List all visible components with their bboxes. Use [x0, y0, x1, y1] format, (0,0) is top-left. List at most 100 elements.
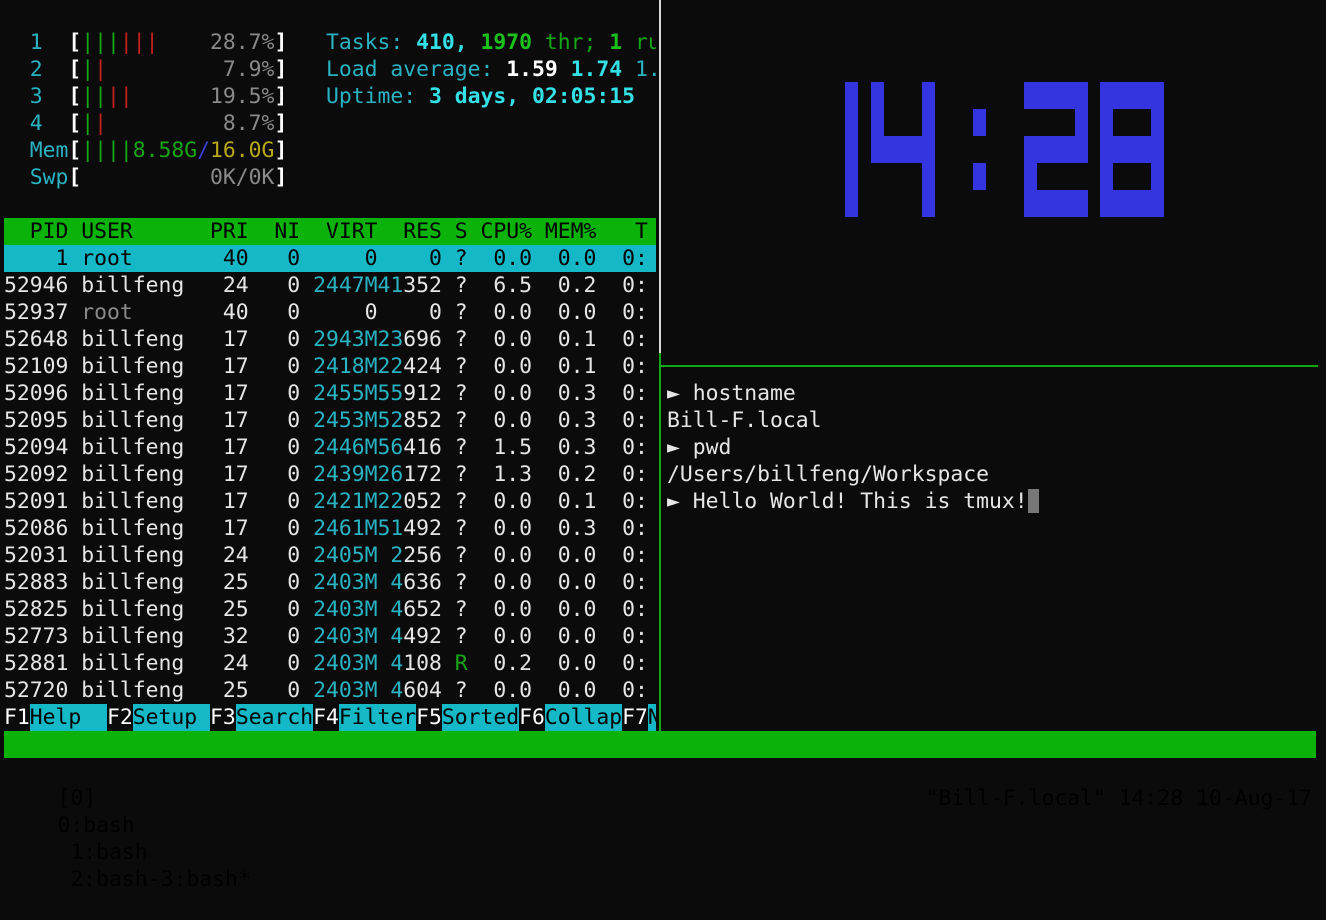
col-virt[interactable]: VIRT — [325, 219, 378, 244]
process-row[interactable]: 52937 root 40 0 0 0? 0.0 0.0 0: — [4, 299, 656, 326]
col-mem[interactable]: MEM% — [544, 219, 597, 244]
process-row[interactable]: 52031 billfeng 24 0 2405M 2256? 0.0 0.0 0: — [4, 542, 656, 569]
col-time[interactable]: T — [635, 219, 648, 244]
nice: 0 — [287, 624, 301, 649]
process-row[interactable]: 52086 billfeng 17 0 2461M 51492? 0.0 0.3 0: — [4, 515, 656, 542]
fkey-setup-button[interactable]: F2Setup — [107, 704, 211, 731]
cpu-label: 2 — [29, 57, 43, 82]
command-text[interactable]: Hello World! This is tmux! — [692, 489, 1028, 514]
window-tab[interactable]: 0:bash — [57, 813, 135, 838]
swap-meter: Swp[0K/0K] — [4, 164, 304, 191]
nice: 0 — [287, 570, 301, 595]
pane-divider-vertical[interactable] — [659, 0, 661, 353]
fkey-label: Collap — [544, 704, 623, 731]
clock-pixel — [1112, 190, 1126, 217]
priority: 17 — [222, 354, 249, 379]
fkey-label: N — [647, 704, 656, 731]
htop-pane[interactable]: 1[| | | | | | 28.7%] 2[| | 7.9%] 3[| | | | 19.5%] 4[| | 8… — [4, 0, 656, 731]
cpu-label: 3 — [29, 84, 43, 109]
mem-percent: 0.3 — [557, 408, 597, 433]
process-row[interactable]: 52648 billfeng 17 0 2943M 23696? 0.0 0.1 0: — [4, 326, 656, 353]
process-row[interactable]: 1 root 40 0 0 0? 0.0 0.0 0: — [4, 245, 656, 272]
process-row[interactable]: 52091 billfeng 17 0 2421M 22052? 0.0 0.1 0: — [4, 488, 656, 515]
res-thousands: 4 — [390, 597, 404, 622]
time: 0: — [622, 300, 648, 325]
clock-pixel — [1100, 109, 1114, 136]
window-tab[interactable]: 2:bash- — [70, 867, 161, 892]
fkey-search-button[interactable]: F3Search — [210, 704, 313, 731]
time: 0: — [622, 246, 648, 271]
process-row[interactable]: 52096 billfeng 17 0 2455M 55912? 0.0 0.3 0: — [4, 380, 656, 407]
meter-bar: | — [94, 84, 108, 109]
res-units: 492 — [403, 624, 442, 649]
pid: 52881 — [4, 651, 69, 676]
bracket-close: ] — [274, 165, 288, 190]
virt: 0 — [364, 246, 378, 271]
col-pid[interactable]: PID — [29, 219, 69, 244]
clock-pixel — [1112, 82, 1126, 109]
col-user[interactable]: USER — [81, 219, 133, 244]
pane-divider-horizontal[interactable] — [661, 365, 1318, 367]
tmux-status-bar: [0] 0:bash 1:bash 2:bash-3:bash* "Bill-F… — [4, 731, 1316, 892]
col-state[interactable]: S — [454, 219, 468, 244]
clock-pixel — [1125, 190, 1139, 217]
virt: 2403M — [313, 570, 378, 595]
process-table-header[interactable]: PID USER PRI NI VIRT RES S CPU% MEM% T — [4, 218, 656, 245]
clock-pixel — [1151, 190, 1165, 217]
clock-pixel — [1074, 136, 1088, 163]
col-ni[interactable]: NI — [274, 219, 301, 244]
fkey-filter-button[interactable]: F4Filter — [313, 704, 416, 731]
time: 0: — [622, 462, 648, 487]
clock-pixel — [1036, 82, 1050, 109]
clock-pixel — [1036, 136, 1050, 163]
fkey-n-button[interactable]: F7N — [622, 704, 656, 731]
mem-separator: / — [197, 138, 211, 163]
fkey-help-button[interactable]: F1Help — [4, 704, 108, 731]
virt: 2453M — [313, 408, 378, 433]
clock-pixel — [1151, 136, 1165, 163]
process-row[interactable]: 52095 billfeng 17 0 2453M 52852? 0.0 0.3 0: — [4, 407, 656, 434]
window-tab-active[interactable]: 3:bash* — [160, 867, 251, 892]
status-time: 14:28 — [1118, 786, 1184, 811]
mem-percent: 0.2 — [557, 273, 597, 298]
col-pri[interactable]: PRI — [210, 219, 249, 244]
process-row[interactable]: 52946 billfeng 24 0 2447M 41352? 6.5 0.2 0: — [4, 272, 656, 299]
fkey-collap-button[interactable]: F6Collap — [519, 704, 622, 731]
process-row[interactable]: 52825 billfeng 25 0 2403M 4652? 0.0 0.0 0: — [4, 596, 656, 623]
state: ? — [454, 327, 468, 352]
state: ? — [454, 246, 468, 271]
res: 0 — [428, 300, 442, 325]
threads-count: 1970 — [480, 30, 532, 55]
process-row[interactable]: 52109 billfeng 17 0 2418M 22424? 0.0 0.1 0: — [4, 353, 656, 380]
col-res[interactable]: RES — [403, 219, 442, 244]
res-units: 492 — [403, 516, 442, 541]
process-row[interactable]: 52883 billfeng 25 0 2403M 4636? 0.0 0.0 0: — [4, 569, 656, 596]
priority: 17 — [222, 381, 249, 406]
shell-command-line: ► pwd — [667, 434, 731, 461]
pane-divider-vertical-active[interactable] — [659, 353, 661, 731]
window-tab[interactable]: 1:bash — [70, 840, 148, 865]
process-row[interactable]: 52092 billfeng 17 0 2439M 26172? 1.3 0.2 0: — [4, 461, 656, 488]
cpu-meter: 4[| | 8.7%] — [4, 110, 304, 137]
fkey-sorted-button[interactable]: F5Sorted — [416, 704, 519, 731]
state: ? — [454, 597, 468, 622]
meter-bar: | — [107, 84, 120, 109]
process-row[interactable]: 52881 billfeng 24 0 2403M 4108 R 0.2 0.0 0: — [4, 650, 656, 677]
pid: 52883 — [4, 570, 69, 595]
mem-used: 8.58G — [132, 138, 198, 163]
process-row[interactable]: 52094 billfeng 17 0 2446M 56416? 1.5 0.3 0: — [4, 434, 656, 461]
process-row[interactable]: 52773 billfeng 32 0 2403M 4492? 0.0 0.0 0: — [4, 623, 656, 650]
user: billfeng — [81, 462, 185, 487]
process-row[interactable]: 52720 billfeng 25 0 2403M 4604? 0.0 0.0 0: — [4, 677, 656, 704]
mem-percent: 0.3 — [557, 435, 597, 460]
virt: 2439M — [313, 462, 378, 487]
load-5: 1.74 — [570, 57, 623, 82]
cpu-percent: 0.0 — [493, 678, 532, 703]
clock-pixel — [908, 136, 922, 163]
cpu-label: 4 — [29, 111, 43, 136]
col-cpu[interactable]: CPU% — [480, 219, 532, 244]
state: ? — [454, 624, 468, 649]
cpu-percent: 19.5% — [210, 84, 275, 109]
priority: 24 — [222, 273, 249, 298]
time: 0: — [622, 516, 648, 541]
